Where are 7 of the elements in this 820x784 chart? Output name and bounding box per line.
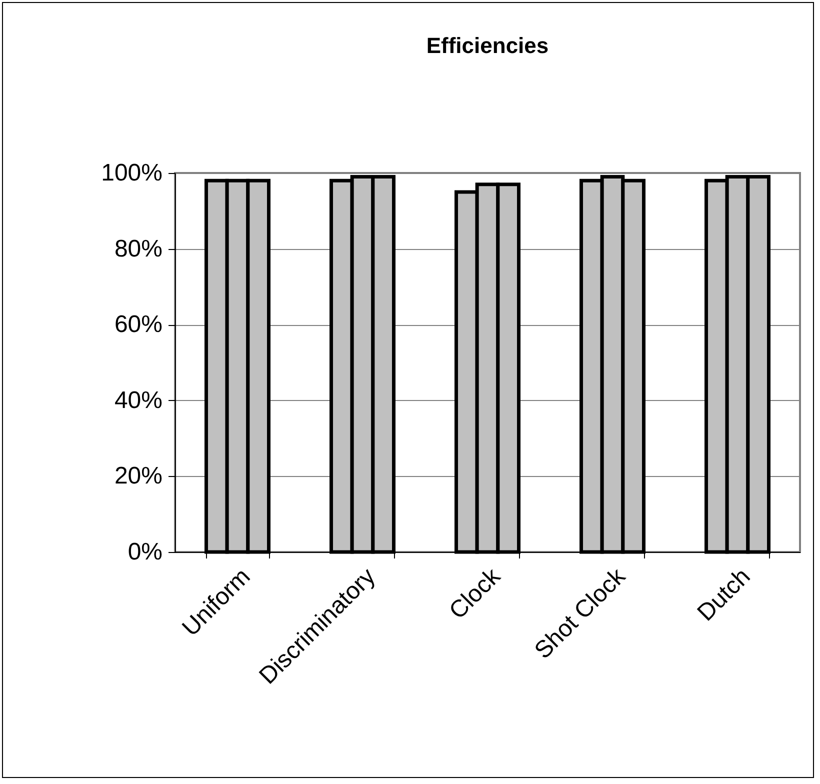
y-tick-label: 60% xyxy=(114,311,162,338)
chart-title: Efficiencies xyxy=(426,33,549,58)
y-tick-label: 100% xyxy=(101,160,162,186)
y-tick-label: 80% xyxy=(114,235,162,262)
y-tick-label: 20% xyxy=(114,462,162,490)
y-tick-label: 0% xyxy=(128,538,162,566)
y-tick-label: 40% xyxy=(114,386,162,414)
